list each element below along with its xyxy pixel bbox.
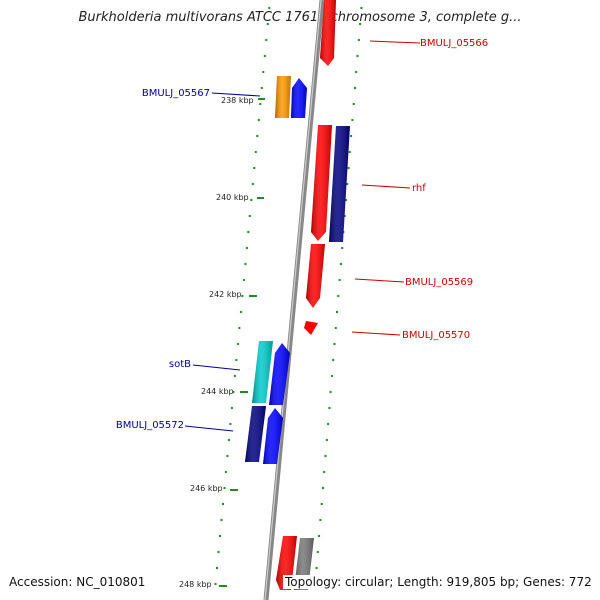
leader-line bbox=[361, 184, 411, 189]
label-leader-lines bbox=[184, 40, 421, 432]
leader-line bbox=[211, 92, 261, 97]
gene-arrow[interactable] bbox=[263, 408, 283, 464]
chromosome-backbone-highlight bbox=[264, 0, 322, 600]
leader-line bbox=[354, 278, 405, 283]
gene-arrow[interactable] bbox=[291, 78, 307, 118]
gene-arrow[interactable] bbox=[329, 126, 350, 242]
gene-label-bmulj-05569[interactable]: BMULJ_05569 bbox=[405, 277, 473, 288]
reverse-strand-genes bbox=[245, 76, 307, 464]
gene-arrow[interactable] bbox=[245, 406, 266, 462]
kbp-label-244: 244 kbp bbox=[201, 387, 234, 396]
kbp-scale: 238 kbp 240 kbp 242 kbp 244 kbp 246 kbp … bbox=[179, 96, 265, 589]
gene-label-sotb[interactable]: sotB bbox=[169, 359, 191, 370]
leader-line bbox=[369, 40, 421, 44]
inner-tick-ring bbox=[214, 7, 271, 585]
kbp-label-248: 248 kbp bbox=[179, 580, 212, 589]
kbp-label-242: 242 kbp bbox=[209, 290, 242, 299]
chromosome-backbone bbox=[263, 0, 325, 600]
kbp-label-238: 238 kbp bbox=[221, 96, 254, 105]
gene-arrow[interactable] bbox=[304, 321, 318, 335]
leader-line bbox=[184, 425, 234, 432]
outer-tick-ring bbox=[314, 7, 363, 585]
kbp-label-240: 240 kbp bbox=[216, 193, 249, 202]
gene-label-bmulj-05570[interactable]: BMULJ_05570 bbox=[402, 330, 470, 341]
gene-arrow[interactable] bbox=[320, 0, 336, 66]
map-title: Burkholderia multivorans ATCC 17616 chro… bbox=[78, 10, 522, 25]
gene-arrow[interactable] bbox=[311, 125, 332, 241]
accession-text: Accession: NC_010801 bbox=[7, 575, 148, 589]
gene-label-bmulj-05566[interactable]: BMULJ_05566 bbox=[420, 38, 488, 49]
gene-arrow[interactable] bbox=[306, 244, 325, 308]
sequence-info-text: Topology: circular; Length: 919,805 bp; … bbox=[283, 575, 594, 589]
gene-label-bmulj-05567[interactable]: BMULJ_05567 bbox=[142, 88, 210, 99]
gene-label-bmulj-05572[interactable]: BMULJ_05572 bbox=[116, 420, 184, 431]
leader-line bbox=[351, 331, 401, 336]
leader-line bbox=[192, 364, 241, 371]
kbp-label-246: 246 kbp bbox=[190, 484, 223, 493]
gene-label-rhf[interactable]: rhf bbox=[412, 183, 426, 194]
gene-arrow[interactable] bbox=[275, 76, 291, 118]
gene-labels: BMULJ_05566 rhf BMULJ_05569 BMULJ_05570 … bbox=[116, 38, 488, 431]
gene-arrow[interactable] bbox=[269, 343, 290, 405]
gene-arrow[interactable] bbox=[252, 341, 273, 403]
